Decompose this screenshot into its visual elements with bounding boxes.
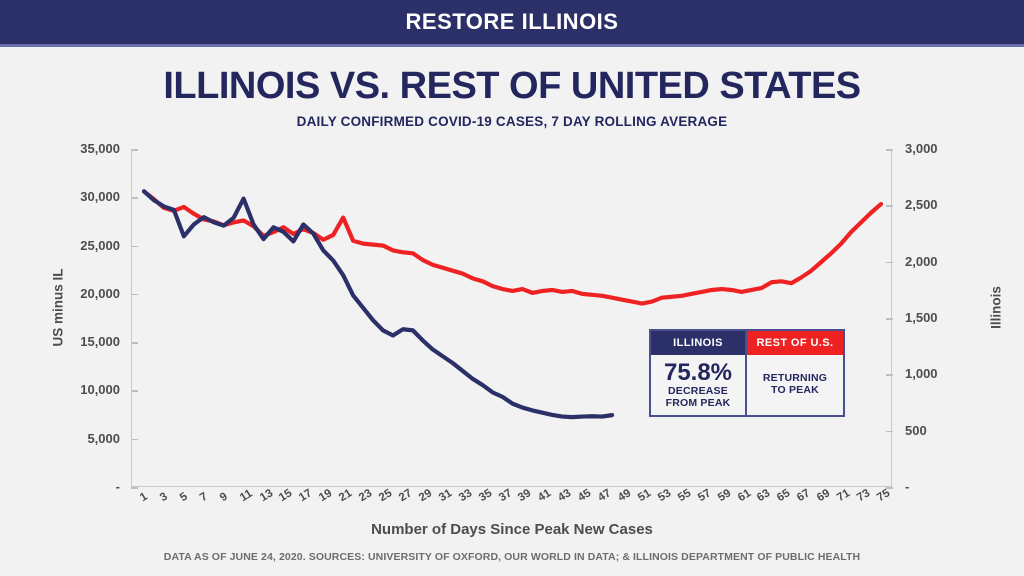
- y-axis-right-tickmark: [886, 261, 893, 264]
- y-axis-left-tick-label: 15,000: [80, 334, 120, 350]
- x-axis-tick-label: 71: [835, 487, 853, 505]
- x-axis-tick-label: 69: [815, 487, 833, 505]
- y-axis-left-tickmark: [131, 149, 138, 151]
- x-axis-tick-label: 11: [237, 487, 255, 505]
- y-axis-left-tickmark: [131, 293, 138, 296]
- x-axis-tick-label: 19: [317, 487, 335, 505]
- y-axis-right-tickmark: [886, 149, 893, 151]
- brand-bar: RESTORE ILLINOIS: [0, 0, 1024, 44]
- y-axis-left-tick-label: 10,000: [80, 382, 120, 398]
- x-axis-tick-label: 55: [675, 487, 694, 505]
- brand-title: RESTORE ILLINOIS: [405, 9, 619, 34]
- illinois-percent-value: 75.8%: [663, 358, 733, 386]
- x-axis-tick-label: 7: [197, 490, 210, 505]
- x-axis-tick-label: 51: [635, 487, 654, 505]
- y-axis-left-tickmark: [131, 342, 138, 344]
- legend-header-illinois: ILLINOIS: [651, 331, 745, 355]
- legend-column-illinois: ILLINOIS 75.8% DECREASE FROM PEAK: [651, 331, 747, 415]
- x-axis-tick-label: 1: [138, 490, 150, 505]
- us-sub-line-2: TO PEAK: [771, 384, 819, 396]
- y-axis-right-tickmark: [886, 205, 893, 207]
- x-axis-tick-label: 35: [476, 487, 494, 505]
- x-axis-tick-label: 13: [257, 487, 275, 505]
- page-title: ILLINOIS VS. REST OF UNITED STATES: [163, 65, 861, 107]
- y-axis-left-tick-label: 30,000: [80, 189, 120, 205]
- x-axis-tick-label: 73: [855, 487, 873, 505]
- x-axis-tick-label: 61: [735, 487, 753, 505]
- y-axis-right-tick-label: 1,000: [905, 366, 938, 382]
- x-axis-tick-label: 21: [337, 487, 355, 505]
- x-axis-tick-label: 39: [516, 487, 534, 505]
- x-axis-tick-label: 45: [576, 487, 594, 505]
- y-axis-right-title: Illinois: [988, 286, 1004, 329]
- x-axis-tick-label: 63: [755, 487, 773, 505]
- legend-callout: ILLINOIS 75.8% DECREASE FROM PEAK REST O…: [649, 329, 845, 417]
- x-axis-tick-label: 41: [536, 487, 554, 505]
- y-axis-left-tick-label: 35,000: [80, 141, 120, 156]
- y-axis-left-tick-label: 5,000: [87, 430, 120, 446]
- y-axis-left-tickmark: [131, 438, 138, 441]
- legend-column-rest-of-us: REST OF U.S. RETURNING TO PEAK: [747, 331, 843, 415]
- legend-header-rest-of-us: REST OF U.S.: [747, 331, 843, 355]
- legend-body-rest-of-us: RETURNING TO PEAK: [747, 355, 843, 415]
- page-subtitle: DAILY CONFIRMED COVID-19 CASES, 7 DAY RO…: [296, 114, 728, 129]
- y-axis-right-tick-label: 1,500: [905, 310, 938, 325]
- plot-svg: [141, 189, 884, 420]
- x-axis-tick-label: 37: [496, 487, 514, 505]
- y-axis-left-tickmark: [131, 390, 138, 392]
- x-axis-tick-label: 5: [177, 490, 190, 505]
- legend-body-illinois: 75.8% DECREASE FROM PEAK: [651, 355, 745, 415]
- x-axis-tick-label: 75: [875, 487, 893, 505]
- x-axis-tick-label: 17: [297, 487, 315, 505]
- y-axis-right-tick-label: 2,000: [905, 253, 938, 269]
- y-axis-left-tick-label: 20,000: [80, 285, 120, 301]
- y-axis-right-tick-label: 3,000: [905, 141, 938, 156]
- y-axis-right-tickmark: [886, 318, 893, 320]
- x-axis-tick-label: 47: [596, 487, 614, 505]
- source-note: DATA AS OF JUNE 24, 2020. SOURCES: UNIVE…: [163, 551, 861, 563]
- x-axis-tick-label: 9: [217, 490, 230, 505]
- x-axis-tick-label: 57: [695, 487, 713, 505]
- y-axis-right-tickmark: [886, 430, 893, 433]
- y-axis-right-tickmark: [886, 487, 893, 489]
- x-axis-tick-label: 27: [396, 487, 415, 505]
- y-axis-left-tickmark: [131, 245, 138, 248]
- y-axis-left-tick-label: 25,000: [80, 237, 120, 253]
- brand-bar-accent: [0, 44, 1024, 47]
- x-axis-tick-label: 65: [775, 487, 793, 505]
- x-axis-title: Number of Days Since Peak New Cases: [371, 521, 653, 538]
- x-axis-tick-label: 67: [795, 487, 813, 505]
- y-axis-right-tickmark: [886, 374, 893, 376]
- us-sub-line-1: RETURNING: [762, 372, 828, 384]
- series-line-illinois: [141, 189, 615, 420]
- x-axis-tick-label: 33: [456, 487, 474, 505]
- illinois-sub-line-2: FROM PEAK: [665, 396, 731, 409]
- x-axis-tick-label: 25: [377, 487, 395, 505]
- y-axis-left-tickmark: [131, 197, 138, 199]
- x-axis-tick-label: 53: [655, 487, 674, 505]
- plot-area: [131, 149, 892, 487]
- x-axis-tick-label: 3: [157, 490, 170, 505]
- y-axis-right-tick-label: 500: [905, 422, 927, 438]
- x-axis-tick-label: 23: [357, 487, 375, 505]
- y-axis-left-tick-label: -: [115, 479, 120, 494]
- x-axis-tick-label: 43: [556, 487, 574, 505]
- x-axis-tick-label: 49: [616, 487, 634, 505]
- series-line-rest-of-us: [141, 189, 884, 306]
- y-axis-right-tick-label: -: [905, 479, 910, 494]
- y-axis-left-tickmark: [131, 487, 138, 489]
- illinois-sub-line-1: DECREASE: [668, 384, 728, 397]
- x-axis-tick-label: 29: [416, 487, 435, 505]
- y-axis-right-tick-label: 2,500: [905, 197, 938, 213]
- x-axis-tick-label: 15: [277, 487, 295, 505]
- x-axis-tick-label: 59: [715, 487, 733, 505]
- y-axis-left-title: US minus IL: [50, 268, 66, 347]
- x-axis-tick-label: 31: [436, 487, 454, 505]
